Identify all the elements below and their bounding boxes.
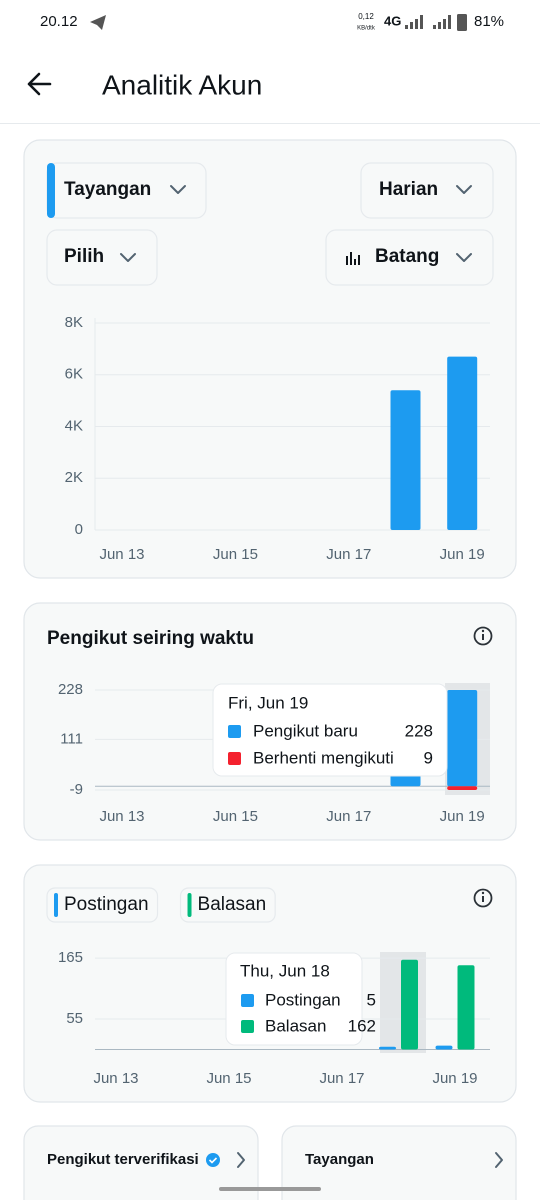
select-dropdown[interactable]: Pilih <box>46 229 158 286</box>
legend-swatch <box>54 893 58 917</box>
bar <box>447 356 478 530</box>
y-tick-label: 2K <box>65 469 83 486</box>
tooltip-label: Berhenti mengikuti <box>253 748 394 767</box>
chart: -9 111 228 Jun 13 Jun 15 Jun 17 Jun 19 <box>58 681 490 825</box>
x-tick-label: Jun 13 <box>99 546 144 563</box>
bar <box>457 965 475 1050</box>
bar <box>447 690 478 787</box>
dropdown-label: Pilih <box>64 246 104 267</box>
legend-label: Postingan <box>64 894 149 915</box>
tooltip-swatch <box>228 725 241 738</box>
stat-card[interactable]: Tayangan <box>281 1125 517 1200</box>
x-tick-label: Jun 13 <box>93 1070 138 1087</box>
card-title: Pengikut terverifikasi <box>47 1151 199 1168</box>
card-title: Tayangan <box>305 1151 374 1168</box>
x-tick-label: Jun 13 <box>99 808 144 825</box>
tooltip-value: 5 <box>367 990 376 1009</box>
x-tick-label: Jun 19 <box>440 808 485 825</box>
x-tick-label: Jun 15 <box>213 808 258 825</box>
legend-chip <box>179 887 276 923</box>
battery-icon <box>457 14 467 31</box>
legend-chip <box>46 887 159 923</box>
tooltip-label: Balasan <box>265 1016 326 1035</box>
legend: Postingan Balasan <box>46 887 276 923</box>
home-indicator <box>219 1187 321 1191</box>
legend-label: Balasan <box>198 894 267 915</box>
tooltip-label: Postingan <box>265 990 341 1009</box>
tooltip-swatch <box>228 752 241 765</box>
dropdown-label: Tayangan <box>64 179 151 200</box>
chart-style-dropdown[interactable]: Batang <box>325 229 494 286</box>
x-tick-label: Jun 19 <box>432 1070 477 1087</box>
net-speed: 0,12 <box>358 12 374 21</box>
x-tick-label: Jun 15 <box>213 546 258 563</box>
bar <box>435 1045 453 1050</box>
tooltip: Thu, Jun 18 Postingan 5 Balasan 162 <box>225 952 376 1046</box>
y-tick-label: 0 <box>75 521 83 538</box>
y-tick-label: 4K <box>65 417 83 434</box>
info-button[interactable] <box>473 888 493 908</box>
y-tick-label: 111 <box>60 730 83 747</box>
legend-item[interactable]: Postingan <box>46 887 159 923</box>
back-button[interactable] <box>27 72 52 96</box>
legend-item[interactable]: Balasan <box>179 887 276 923</box>
tooltip-title: Fri, Jun 19 <box>228 693 308 712</box>
dropdown-label: Batang <box>375 246 439 267</box>
y-tick-label: 6K <box>65 366 83 383</box>
page-title: Analitik Akun <box>102 69 262 100</box>
bar <box>390 390 421 530</box>
y-tick-label: -9 <box>70 781 83 798</box>
tooltip-value: 9 <box>424 748 433 767</box>
battery-level: 81% <box>474 13 504 30</box>
tooltip-label: Pengikut baru <box>253 721 358 740</box>
chart: 55 165 Jun 13 Jun 15 Jun 17 Jun 19 <box>58 949 490 1087</box>
net-unit: KB/dtk <box>357 26 376 32</box>
x-tick-label: Jun 17 <box>319 1070 364 1087</box>
bar <box>401 959 418 1050</box>
chart-title: Pengikut seiring waktu <box>47 628 254 649</box>
tooltip: Fri, Jun 19 Pengikut baru 228 Berhenti m… <box>212 683 448 777</box>
network-type: 4G <box>384 13 401 28</box>
x-tick-label: Jun 19 <box>440 546 485 563</box>
y-tick-label: 55 <box>66 1010 83 1027</box>
tooltip-value: 228 <box>405 721 433 740</box>
x-tick-label: Jun 17 <box>326 546 371 563</box>
y-tick-label: 8K <box>65 314 83 331</box>
tooltip-value: 162 <box>348 1016 376 1035</box>
info-button[interactable] <box>473 626 493 646</box>
dropdown-label: Harian <box>379 179 438 200</box>
metric-dropdown[interactable]: Tayangan <box>46 162 207 219</box>
tooltip-title: Thu, Jun 18 <box>240 961 330 980</box>
legend-swatch <box>187 893 192 917</box>
y-tick-label: 165 <box>58 949 83 966</box>
tooltip-swatch <box>241 1020 254 1033</box>
bar <box>379 1046 396 1050</box>
x-tick-label: Jun 15 <box>206 1070 251 1087</box>
chart: 0 2K 4K 6K 8K Jun 13 Jun 15 Jun 17 Jun 19 <box>65 314 490 563</box>
period-dropdown[interactable]: Harian <box>360 162 494 219</box>
telegram-icon <box>90 15 106 30</box>
signal-icon <box>405 15 451 29</box>
bar <box>447 786 478 790</box>
y-tick-label: 228 <box>58 681 83 698</box>
x-tick-label: Jun 17 <box>326 808 371 825</box>
status-time: 20.12 <box>40 13 78 30</box>
tooltip-swatch <box>241 994 254 1007</box>
stat-card[interactable]: Pengikut terverifikasi <box>23 1125 259 1200</box>
